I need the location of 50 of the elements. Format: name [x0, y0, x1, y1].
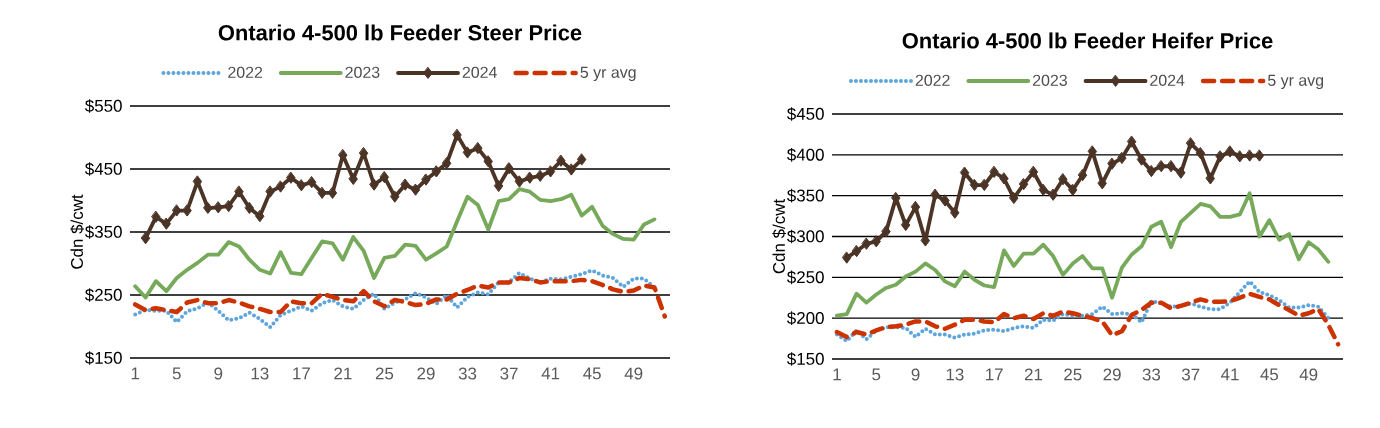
y-tick-label: $250: [85, 288, 122, 302]
x-tick-label: 1: [833, 368, 841, 381]
x-tick-label: 17: [986, 368, 1003, 381]
legend-label: 5 yr avg: [580, 66, 636, 82]
y-tick-label: $450: [787, 107, 824, 121]
legend-label: 2022: [915, 74, 950, 86]
x-tick-label: 21: [334, 367, 352, 380]
legend-label: 2024: [462, 66, 497, 78]
x-tick-label: 13: [946, 368, 964, 381]
x-tick-label: 25: [1064, 368, 1082, 381]
y-tick-label: $150: [787, 352, 824, 366]
x-tick-label: 29: [417, 367, 435, 380]
x-tick-label: 17: [293, 367, 310, 380]
legend-label: 2022: [228, 66, 263, 78]
x-tick-label: 49: [1299, 368, 1318, 381]
x-tick-label: 37: [1181, 368, 1200, 381]
chart-title: Ontario 4-500 lb Feeder Heifer Price: [902, 32, 1273, 49]
y-tick-label: $300: [787, 229, 824, 244]
y-tick-label: $400: [787, 147, 824, 162]
y-tick-label: $350: [85, 225, 122, 239]
legend-label: 2024: [1150, 74, 1185, 86]
x-tick-label: 9: [911, 368, 920, 381]
y-axis-title: Cdn $/cwt: [70, 194, 84, 269]
x-tick-label: 29: [1103, 368, 1121, 381]
x-tick-label: 25: [375, 367, 394, 380]
x-tick-label: 5: [872, 368, 881, 381]
legend-label: 2023: [1032, 74, 1067, 86]
x-tick-label: 45: [583, 367, 601, 380]
x-tick-label: 41: [541, 367, 560, 380]
y-tick-label: $450: [85, 162, 122, 176]
x-tick-label: 33: [1142, 368, 1161, 381]
x-tick-label: 5: [172, 367, 181, 380]
y-axis-title: Cdn $/cwt: [772, 199, 786, 274]
x-tick-label: 13: [251, 367, 269, 380]
legend-label: 5 yr avg: [1268, 74, 1324, 90]
y-tick-label: $200: [787, 311, 824, 326]
x-tick-label: 49: [624, 367, 643, 380]
x-tick-label: 45: [1260, 368, 1279, 381]
x-tick-label: 9: [214, 367, 223, 380]
x-tick-label: 37: [500, 367, 518, 380]
y-tick-label: $550: [85, 99, 122, 113]
x-tick-label: 21: [1024, 368, 1043, 381]
y-tick-label: $250: [787, 270, 824, 285]
x-tick-label: 41: [1220, 368, 1239, 381]
y-tick-label: $150: [85, 351, 122, 365]
x-tick-label: 33: [458, 367, 477, 380]
legend-label: 2023: [345, 66, 380, 78]
y-tick-label: $350: [787, 188, 824, 203]
chart-title: Ontario 4-500 lb Feeder Steer Price: [218, 24, 582, 41]
x-tick-label: 1: [131, 367, 140, 380]
